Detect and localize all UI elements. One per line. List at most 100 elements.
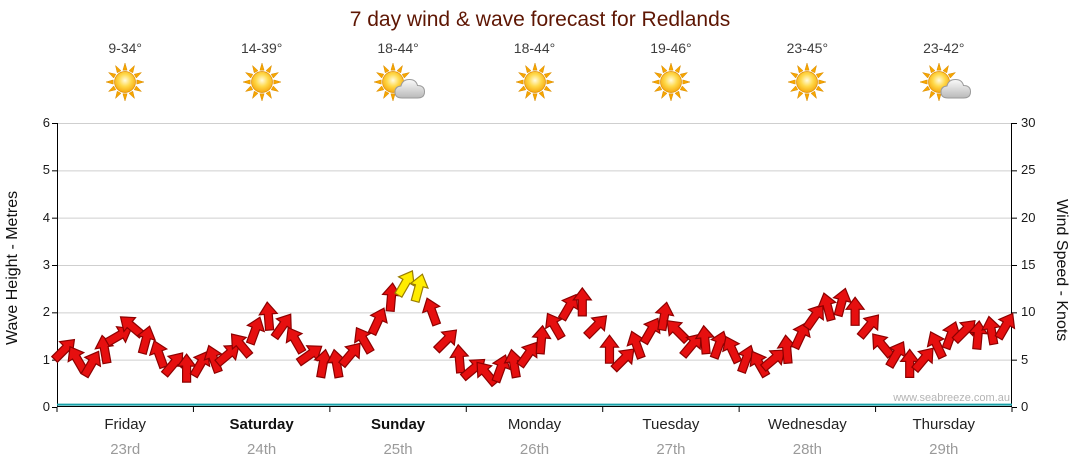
watermark: www.seabreeze.com.au	[893, 392, 1010, 404]
wind-arrow	[981, 315, 1002, 346]
wind-arrow	[911, 347, 934, 374]
wind-arrow	[610, 348, 635, 373]
left-axis-tick: 0	[42, 399, 50, 414]
wind-arrow	[926, 330, 947, 360]
wind-arrow	[285, 326, 307, 355]
weather-icon-wrap	[505, 60, 565, 108]
day-name-label: Wednesday	[767, 416, 847, 433]
day-date-label: 28th	[792, 441, 822, 458]
day-name-label: Thursday	[912, 416, 976, 433]
sun-cloud-icon	[373, 62, 426, 102]
wind-arrow	[503, 348, 524, 379]
wind-arrow	[258, 301, 279, 332]
wind-arrow	[367, 307, 388, 337]
wind-arrow	[694, 324, 715, 355]
left-axis-label: Wave Height - Metres	[4, 190, 21, 346]
day-temperature: 18-44°	[513, 40, 556, 56]
right-axis-tick: 15	[1021, 257, 1036, 272]
sun-icon	[105, 62, 146, 102]
right-axis-tick: 20	[1021, 209, 1036, 225]
wind-arrow	[104, 325, 133, 347]
wind-arrow	[544, 312, 566, 341]
day-temperature: 9-34°	[108, 40, 143, 56]
wind-arrow	[572, 286, 593, 317]
wind-arrow	[432, 329, 458, 354]
wind-arrow	[119, 316, 146, 339]
day-date-label: 29th	[929, 441, 959, 458]
wind-arrow	[421, 297, 442, 327]
right-axis-tick: 25	[1021, 162, 1036, 178]
weather-icon-wrap	[368, 60, 428, 108]
day-temperature: 18-44°	[377, 40, 419, 56]
wind-arrow	[666, 319, 691, 345]
day-date-label: 25th	[383, 441, 413, 458]
sun-cloud-icon	[918, 62, 971, 102]
wind-arrow	[326, 348, 347, 379]
wind-arrow	[790, 321, 811, 351]
wind-arrow	[203, 344, 223, 375]
left-axis-tick: 5	[42, 162, 50, 178]
wind-arrow	[50, 338, 76, 364]
left-axis-tick: 6	[42, 115, 50, 130]
wind-arrow	[941, 320, 962, 351]
wind-arrow	[856, 314, 880, 340]
wind-arrow	[449, 343, 470, 374]
wind-arrow	[270, 313, 292, 341]
left-axis-tick: 3	[42, 257, 50, 272]
wind-arrow	[994, 312, 1016, 341]
wind-arrow	[599, 334, 620, 364]
wind-arrow-yellow	[409, 273, 429, 304]
wind-arrow	[531, 324, 552, 355]
weather-icon-wrap	[914, 60, 974, 108]
wind-arrow	[353, 326, 375, 355]
weather-icon-wrap	[777, 60, 837, 108]
wind-arrow	[148, 339, 169, 370]
wind-arrow	[214, 344, 240, 368]
wind-arrow	[245, 316, 266, 346]
wind-arrow	[817, 292, 838, 322]
wind-arrow	[844, 296, 866, 326]
wind-arrow-yellow	[394, 270, 415, 298]
sun-icon	[651, 62, 691, 102]
wind-arrow	[557, 293, 579, 322]
wind-arrow	[802, 303, 824, 331]
day-temperature: 23-42°	[923, 40, 965, 56]
wind-arrow	[872, 333, 895, 359]
day-temperature: 14-39°	[240, 40, 283, 56]
day-date-label: 24th	[247, 441, 277, 458]
day-name-label: Friday	[104, 416, 147, 433]
day-name-label: Sunday	[370, 416, 426, 433]
sun-icon	[241, 62, 282, 102]
day-name-label: Monday	[507, 416, 562, 433]
wind-arrow-plot	[50, 123, 1017, 412]
right-axis-tick: 10	[1021, 304, 1036, 320]
right-axis-tick: 0	[1021, 399, 1029, 414]
wind-arrow	[776, 334, 797, 365]
wind-arrow	[338, 342, 361, 369]
left-axis-tick: 4	[42, 209, 50, 225]
day-date-label: 23rd	[110, 441, 141, 458]
wind-arrow	[230, 333, 254, 359]
wind-arrow	[80, 350, 102, 379]
wind-arrow	[749, 350, 771, 379]
wind-arrow	[899, 348, 920, 378]
day-name-label: Saturday	[229, 416, 294, 433]
wind-arrow	[832, 287, 852, 318]
right-axis-tick: 5	[1021, 351, 1029, 367]
wind-arrow	[136, 325, 157, 356]
wind-arrow	[654, 301, 675, 332]
day-temperature: 23-45°	[786, 40, 829, 56]
wind-arrow	[885, 341, 907, 369]
right-axis-label: Wind Speed - Knots	[1053, 198, 1070, 342]
day-temperature: 19-46°	[650, 40, 692, 56]
wind-arrow	[583, 315, 608, 340]
sun-icon	[514, 62, 555, 102]
chart-title: 7 day wind & wave forecast for Redlands	[349, 8, 731, 31]
wind-arrow	[295, 345, 323, 367]
left-axis-tick: 2	[42, 304, 50, 320]
wind-arrow	[626, 330, 646, 360]
day-date-label: 26th	[519, 441, 550, 458]
weather-icon-wrap	[232, 60, 292, 108]
sun-icon	[787, 62, 828, 102]
